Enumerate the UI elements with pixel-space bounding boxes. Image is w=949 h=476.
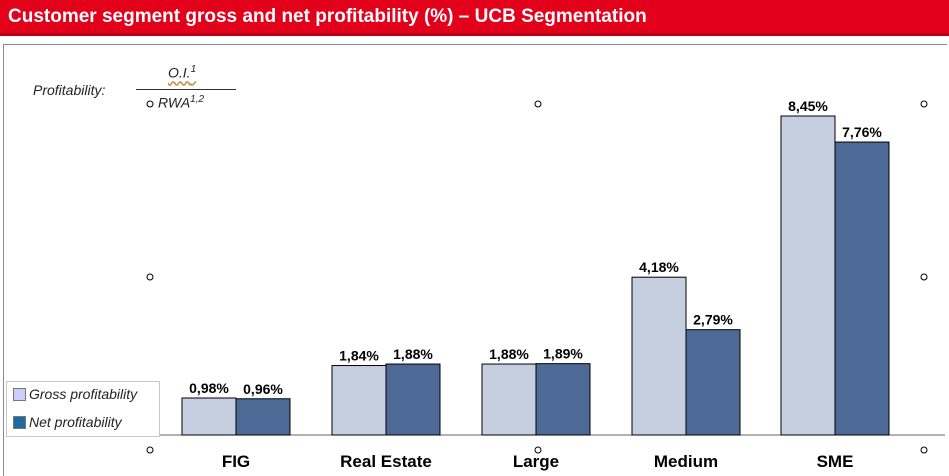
legend-item-net: Net profitability	[13, 414, 122, 430]
numerator-text: O.I.	[168, 64, 191, 81]
data-label-gross-3: 4,18%	[639, 259, 679, 275]
selection-handle	[534, 100, 542, 108]
denominator-sup: 1,2	[190, 94, 205, 105]
selection-handle	[920, 446, 928, 454]
category-label-2: Large	[513, 452, 559, 471]
data-label-gross-1: 1,84%	[339, 348, 379, 364]
fraction-line	[136, 89, 236, 90]
selection-handle	[534, 446, 542, 454]
data-label-net-2: 1,89%	[543, 346, 583, 362]
formula-numerator: O.I.1	[168, 64, 196, 81]
selection-handle	[920, 273, 928, 281]
bar-net-3	[685, 329, 741, 436]
page-title: Customer segment gross and net profitabi…	[8, 6, 647, 27]
legend-item-gross: Gross profitability	[13, 386, 137, 402]
bar-gross-2	[481, 363, 537, 436]
data-label-net-4: 7,76%	[842, 124, 882, 140]
bar-gross-1	[331, 365, 387, 436]
bar-net-4	[834, 141, 890, 436]
data-label-gross-2: 1,88%	[489, 346, 529, 362]
bar-gross-0	[181, 397, 237, 436]
bar-gross-4	[780, 115, 836, 436]
category-label-4: SME	[817, 452, 854, 471]
legend-label-net: Net profitability	[29, 414, 122, 430]
legend-swatch-net	[13, 415, 26, 429]
data-label-net-0: 0,96%	[243, 381, 283, 397]
title-bar: Customer segment gross and net profitabi…	[0, 0, 949, 36]
bar-gross-3	[631, 276, 687, 436]
category-label-0: FIG	[222, 452, 250, 471]
formula-denominator: RWA1,2	[158, 94, 204, 111]
data-label-net-1: 1,88%	[393, 346, 433, 362]
bar-net-2	[535, 363, 591, 436]
data-label-gross-0: 0,98%	[189, 380, 229, 396]
denominator-text: RWA	[158, 94, 191, 111]
legend-label-gross: Gross profitability	[29, 386, 138, 402]
selection-handle	[146, 446, 154, 454]
selection-handle	[146, 100, 154, 108]
legend-swatch-gross	[13, 387, 26, 401]
category-label-1: Real Estate	[340, 452, 432, 471]
bar-net-1	[385, 363, 441, 436]
legend: Gross profitability Net profitability	[6, 381, 160, 437]
selection-handle	[920, 100, 928, 108]
selection-handle	[146, 273, 154, 281]
category-label-3: Medium	[654, 452, 718, 471]
numerator-sup: 1	[190, 64, 197, 75]
chart-frame	[3, 44, 947, 476]
formula-label: Profitability:	[33, 82, 106, 98]
bar-net-0	[235, 398, 291, 436]
data-label-gross-4: 8,45%	[788, 98, 828, 114]
data-label-net-3: 2,79%	[693, 312, 733, 328]
